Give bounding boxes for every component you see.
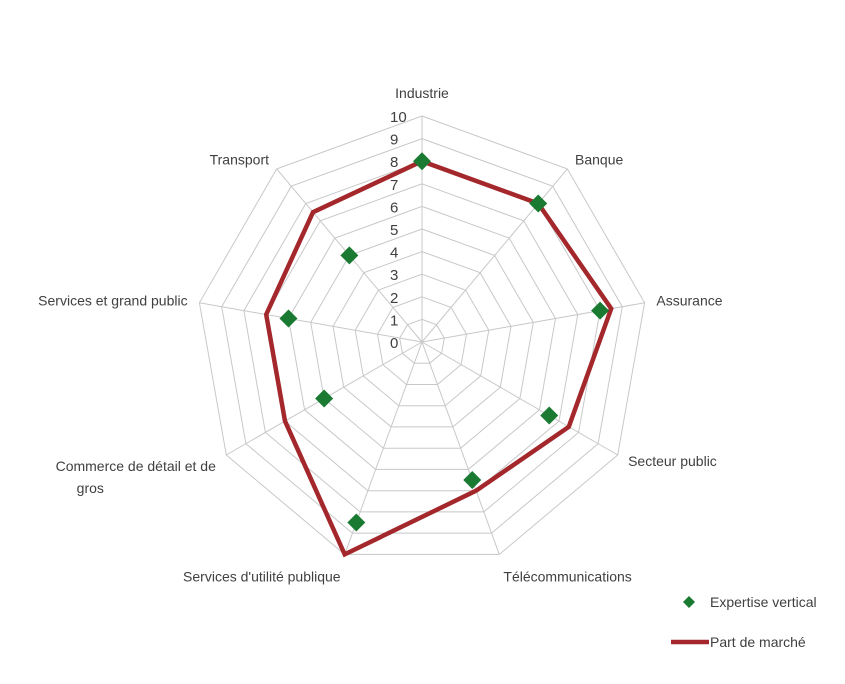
- data-point-expertise-vertical: [347, 513, 366, 532]
- category-label: Assurance: [656, 293, 722, 309]
- grid-ring: [310, 228, 534, 449]
- data-point-expertise-vertical: [315, 389, 334, 408]
- category-label: Transport: [210, 152, 270, 168]
- category-label: Industrie: [395, 85, 449, 101]
- radial-tick-label: 6: [390, 199, 398, 216]
- radar-spoke: [421, 168, 568, 343]
- data-point-expertise-vertical: [540, 406, 559, 425]
- grid-ring: [221, 138, 623, 534]
- radial-tick-label: 7: [390, 177, 398, 194]
- series-layer: [263, 152, 614, 558]
- radar-grid: [198, 115, 646, 555]
- radial-tick-label: 10: [390, 109, 407, 126]
- radar-spoke: [421, 341, 500, 555]
- legend-label-part-de-marche: Part de marché: [710, 634, 806, 650]
- radial-tick-label: 1: [390, 312, 398, 329]
- radial-tick-labels: 0 1 2 3 4 5 6 7 8 9 10: [390, 109, 407, 352]
- category-label: Secteur public: [628, 453, 717, 469]
- radial-tick-label: 4: [390, 245, 398, 262]
- legend-label-expertise-vertical: Expertise vertical: [710, 594, 817, 610]
- grid-ring: [265, 183, 579, 492]
- grid-ring: [198, 115, 646, 555]
- legend-marker-expertise-vertical: [683, 596, 695, 608]
- radar-spoke: [421, 341, 618, 456]
- grid-ring: [243, 160, 601, 513]
- category-label: Services et grand public: [38, 293, 187, 309]
- radial-tick-label: 3: [390, 267, 398, 284]
- radial-tick-label: 0: [390, 335, 398, 352]
- radial-tick-label: 9: [390, 132, 398, 149]
- category-label: Banque: [575, 152, 623, 168]
- data-point-expertise-vertical: [591, 301, 610, 320]
- radial-tick-label: 5: [390, 222, 398, 239]
- grid-ring: [376, 296, 468, 385]
- grid-ring: [287, 205, 557, 470]
- category-label: Services d'utilité publique: [183, 569, 341, 585]
- data-point-expertise-vertical: [340, 246, 359, 265]
- category-label: Télécommunications: [503, 569, 631, 585]
- data-point-expertise-vertical: [279, 309, 298, 328]
- radar-spoke: [199, 302, 423, 343]
- series-line-part-de-marche: [263, 158, 614, 558]
- category-label: Commerce de détail et de gros: [56, 458, 217, 496]
- category-labels: Industrie Banque Assurance Secteur public Té…: [38, 85, 723, 585]
- legend: Expertise vertical Part de marché: [671, 594, 817, 650]
- radial-tick-label: 2: [390, 290, 398, 307]
- grid-ring: [332, 251, 512, 428]
- grid-ring: [399, 318, 445, 364]
- radial-tick-label: 8: [390, 154, 398, 171]
- data-point-expertise-vertical: [413, 152, 431, 171]
- grid-ring: [354, 273, 490, 407]
- data-point-expertise-vertical: [463, 471, 482, 490]
- data-point-expertise-vertical: [529, 194, 548, 213]
